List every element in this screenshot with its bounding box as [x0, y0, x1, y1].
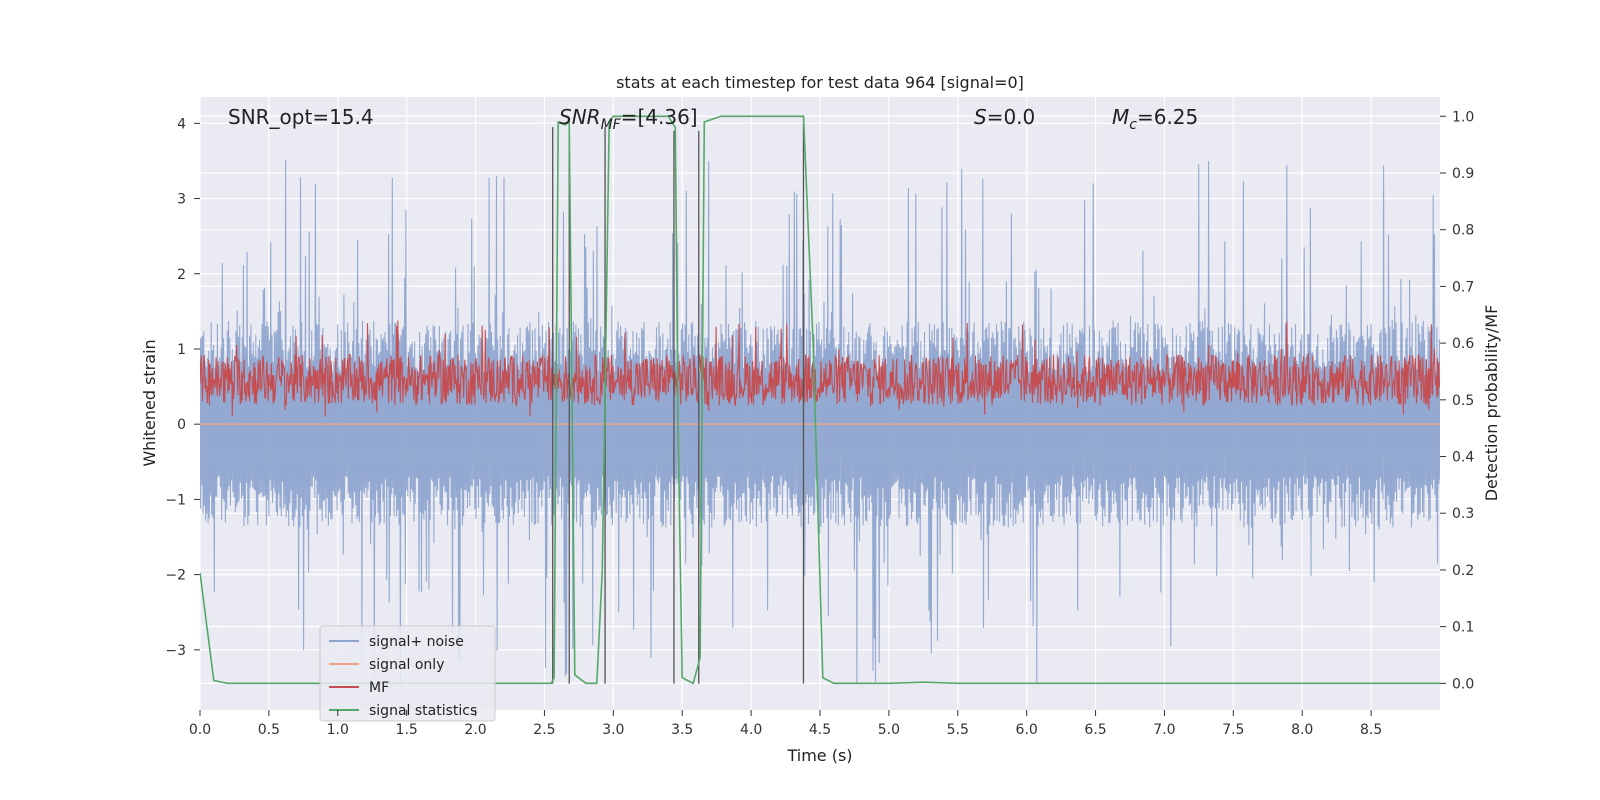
- y-right-tick-label: 0.2: [1452, 563, 1474, 579]
- legend-label: MF: [369, 680, 389, 696]
- x-tick-label: 0.5: [258, 722, 280, 738]
- y-right-tick-label: 0.1: [1452, 620, 1474, 636]
- y-axis-ticks: 4 3 2 1 0 −1 −2 −3: [165, 116, 200, 659]
- x-tick-label: 3.0: [602, 722, 624, 738]
- y-right-tick-label: 0.9: [1452, 166, 1474, 182]
- x-tick-label: 8.0: [1291, 722, 1313, 738]
- x-tick-label: 2.0: [464, 722, 486, 738]
- mf-series: [200, 320, 1440, 417]
- legend-label: signal only: [369, 657, 444, 673]
- mc-annotation: Mc=6.25: [1112, 105, 1198, 133]
- x-tick-label: 6.5: [1084, 722, 1106, 738]
- x-tick-label: 7.5: [1222, 722, 1244, 738]
- x-tick-label: 4.0: [740, 722, 762, 738]
- y-right-tick-label: 0.0: [1452, 676, 1474, 692]
- legend-label: signal+ noise: [369, 634, 464, 650]
- snr-opt-annotation: SNR_opt=15.4: [228, 105, 374, 129]
- signal-statistics-series: [200, 115, 1440, 685]
- x-tick-label: 1.5: [396, 722, 418, 738]
- s-annotation: S=0.0: [974, 105, 1035, 129]
- y-tick-label: 3: [177, 192, 186, 208]
- y-tick-label: −3: [165, 643, 186, 659]
- y-tick-label: 2: [177, 267, 186, 283]
- x-tick-label: 0.0: [189, 722, 211, 738]
- x-tick-label: 8.5: [1360, 722, 1382, 738]
- x-axis-ticks: 0.0 0.5 1.0 1.5 2.0 2.5 3.0 3.5 4.0 4.5 5.0 5.5 6.0 6…: [189, 722, 1382, 738]
- y-right-axis-ticks: 1.0 0.9 0.8 0.7 0.6 0.5 0.4 0.3 0.2 0.1 0.0: [1440, 109, 1474, 692]
- x-tick-label: 1.0: [327, 722, 349, 738]
- y-tick-label: −2: [165, 568, 186, 584]
- x-tick-label: 3.5: [671, 722, 693, 738]
- legend: signal+ noise signal only MF signal statist…: [319, 625, 496, 722]
- x-tick-label: 2.5: [533, 722, 555, 738]
- x-tick-label: 4.5: [809, 722, 831, 738]
- snr-mf-annotation: SNRMF=[4.36]: [559, 105, 698, 133]
- y-tick-label: 0: [177, 417, 186, 433]
- legend-label: signal statistics: [369, 703, 477, 719]
- y-right-tick-label: 0.8: [1452, 223, 1474, 239]
- y-tick-label: 4: [177, 116, 186, 132]
- x-tick-label: 5.0: [878, 722, 900, 738]
- y-tick-label: −1: [165, 492, 186, 508]
- x-axis-label: Time (s): [786, 746, 852, 765]
- x-tick-label: 5.5: [947, 722, 969, 738]
- detection-markers: [552, 123, 805, 684]
- y-right-tick-label: 0.6: [1452, 336, 1474, 352]
- y-right-axis-label: Detection probability/MF: [1482, 305, 1501, 502]
- x-tick-label: 6.0: [1016, 722, 1038, 738]
- y-right-tick-label: 1.0: [1452, 109, 1474, 125]
- y-tick-label: 1: [177, 342, 186, 358]
- y-axis-label: Whitened strain: [140, 339, 159, 466]
- legend-box: [319, 625, 496, 722]
- chart-title: stats at each timestep for test data 964…: [616, 73, 1024, 92]
- y-right-tick-label: 0.4: [1452, 450, 1474, 466]
- y-right-tick-label: 0.3: [1452, 506, 1474, 522]
- x-tick-label: 7.0: [1153, 722, 1175, 738]
- y-right-tick-label: 0.5: [1452, 393, 1474, 409]
- y-right-tick-label: 0.7: [1452, 279, 1474, 295]
